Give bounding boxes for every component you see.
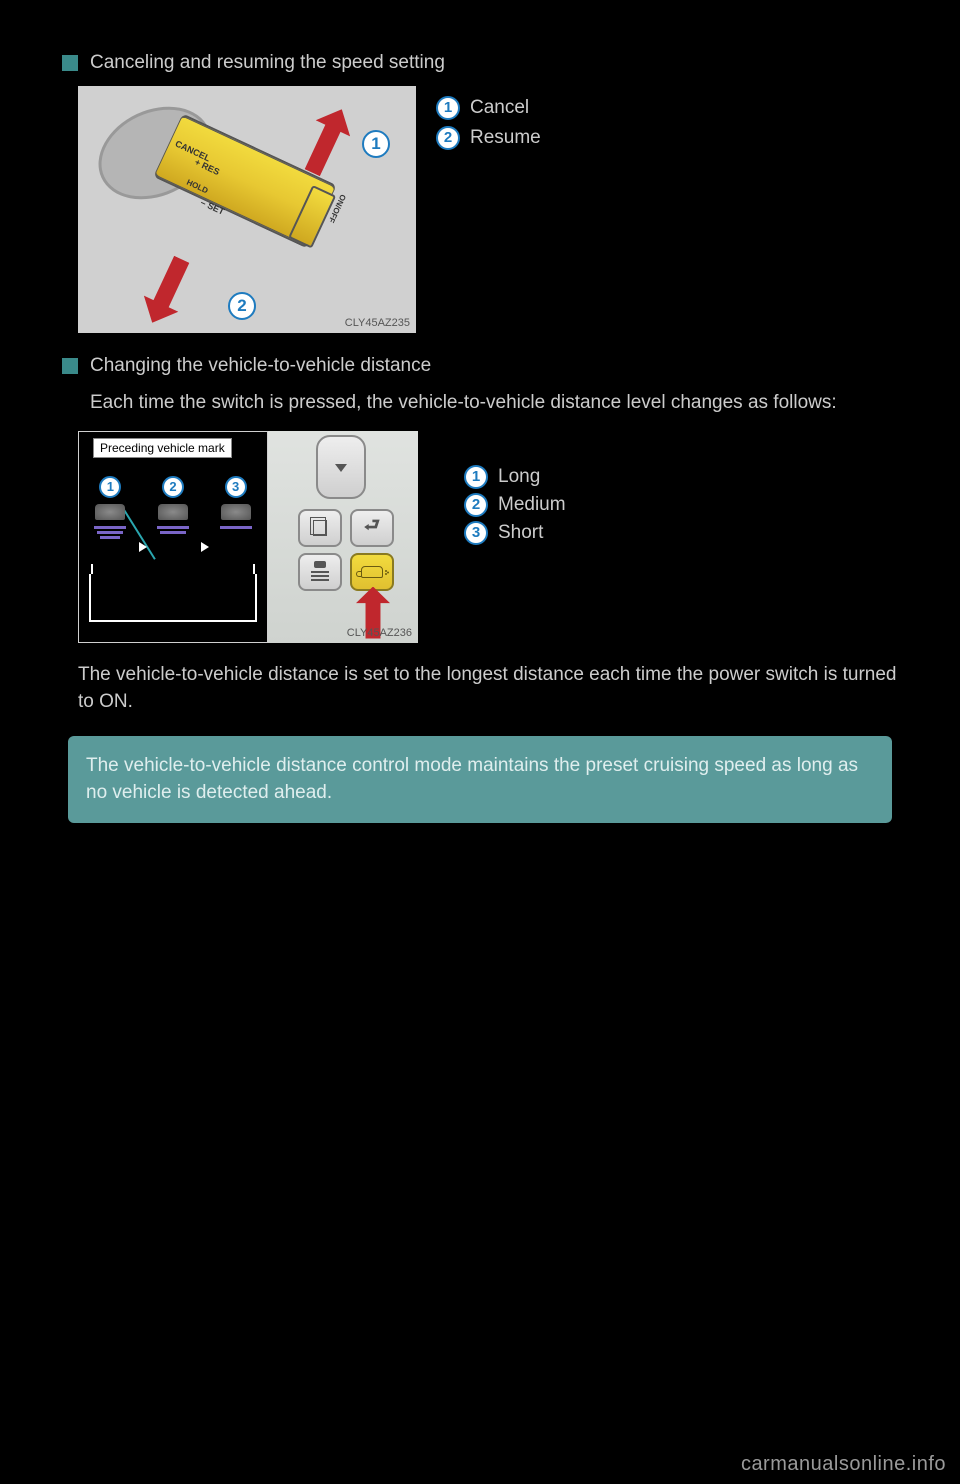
distance-bars-icon	[94, 526, 126, 539]
section-2-list: 1 Long 2 Medium 3 Short	[464, 465, 566, 549]
cruise-lever	[153, 113, 337, 248]
section-2-title: Changing the vehicle-to-vehicle distance	[90, 355, 431, 377]
back-icon: ⮐	[364, 513, 380, 543]
list-item-label: Short	[498, 522, 543, 544]
car-icon	[158, 504, 188, 520]
flow-arrow-icon	[201, 542, 209, 552]
list-item: 1 Cancel	[436, 96, 541, 120]
list-item: 3 Short	[464, 521, 566, 545]
info-note: The vehicle-to-vehicle distance control …	[68, 736, 892, 823]
number-3-icon: 3	[464, 521, 488, 545]
number-3-icon: 3	[225, 476, 247, 498]
list-item-label: Medium	[498, 494, 566, 516]
section-marker-icon	[62, 358, 78, 374]
figure-distance-group: Preceding vehicle mark 1 2 3	[78, 431, 418, 643]
figure-distance-display: Preceding vehicle mark 1 2 3	[78, 431, 268, 643]
number-1-icon: 1	[99, 476, 121, 498]
back-button: ⮐	[350, 509, 394, 547]
number-1-icon: 1	[464, 465, 488, 489]
distance-option-short: 3	[220, 476, 252, 539]
flow-arrow-icon	[139, 542, 147, 552]
distance-bars-icon	[220, 526, 252, 529]
screen-icon	[313, 520, 327, 536]
screen-button	[298, 509, 342, 547]
list-item: 1 Long	[464, 465, 566, 489]
down-button	[316, 435, 366, 499]
preceding-vehicle-tab: Preceding vehicle mark	[93, 438, 232, 458]
figure-cruise-lever: CANCEL + RES HOLD – SET ON/OFF 1 2 CLY45…	[78, 86, 416, 333]
figure-steering-buttons: ⮐ CLY45AZ236	[268, 431, 418, 643]
section-1-header: Canceling and resuming the speed setting	[62, 52, 900, 74]
car-icon	[95, 504, 125, 520]
list-item: 2 Resume	[436, 126, 541, 150]
section-2-intro: Each time the switch is pressed, the veh…	[90, 389, 900, 417]
arrow-cancel-icon	[295, 101, 359, 181]
section-2-post-text: The vehicle-to-vehicle distance is set t…	[78, 661, 898, 716]
number-2-icon: 2	[464, 493, 488, 517]
section-2-header: Changing the vehicle-to-vehicle distance	[62, 355, 900, 377]
section-1-list: 1 Cancel 2 Resume	[436, 96, 541, 156]
distance-option-long: 1	[94, 476, 126, 539]
section-1-title: Canceling and resuming the speed setting	[90, 52, 445, 74]
distance-car-icon	[361, 566, 383, 578]
lane-icon	[311, 561, 329, 583]
arrow-resume-icon	[135, 251, 199, 331]
number-2-icon: 2	[162, 476, 184, 498]
lane-button	[298, 553, 342, 591]
distance-bars-icon	[157, 526, 189, 534]
callout-1-icon: 1	[362, 130, 390, 158]
list-item-label: Resume	[470, 127, 541, 149]
list-item: 2 Medium	[464, 493, 566, 517]
number-1-icon: 1	[436, 96, 460, 120]
list-item-label: Long	[498, 466, 540, 488]
distance-button	[350, 553, 394, 591]
watermark: carmanualsonline.info	[741, 1453, 946, 1476]
car-icon	[221, 504, 251, 520]
distance-option-medium: 2	[157, 476, 189, 539]
section-marker-icon	[62, 55, 78, 71]
list-item-label: Cancel	[470, 97, 529, 119]
figure-1-code: CLY45AZ235	[345, 317, 410, 329]
callout-2-icon: 2	[228, 292, 256, 320]
number-2-icon: 2	[436, 126, 460, 150]
figure-2-code: CLY45AZ236	[347, 627, 412, 639]
flow-loop-icon	[89, 574, 257, 622]
